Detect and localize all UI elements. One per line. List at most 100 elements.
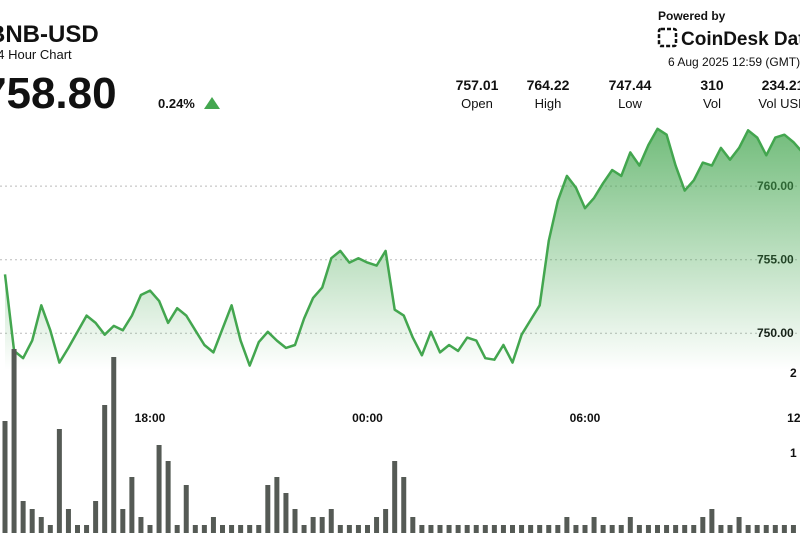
- brand: CoinDesk Data: [681, 29, 800, 50]
- volume-bar: [528, 525, 534, 533]
- volume-bar: [645, 525, 651, 533]
- x-tick-label: 12:00: [787, 411, 800, 425]
- volume-bar: [337, 525, 343, 533]
- up-arrow: [204, 97, 220, 109]
- volume-bar: [700, 517, 706, 533]
- stat-label: Open: [461, 96, 493, 111]
- volume-bar: [655, 525, 660, 533]
- volume-bar: [265, 485, 271, 533]
- volume-bar: [664, 525, 670, 533]
- volume-bar: [510, 525, 515, 533]
- volume-bar: [482, 525, 488, 533]
- stat-value: 234.21: [762, 77, 800, 93]
- stat-value: 764.22: [527, 77, 570, 93]
- volume-bar: [500, 525, 506, 533]
- volume-bar: [220, 525, 225, 533]
- area: [5, 128, 800, 370]
- y2-tick-label: 2: [790, 366, 797, 380]
- volume-bar: [229, 525, 235, 533]
- volume-bar: [120, 509, 126, 533]
- volume-bar: [138, 517, 144, 533]
- volume-bar: [102, 405, 108, 533]
- volume-bar: [627, 517, 633, 533]
- stat-label: Vol: [703, 96, 721, 111]
- volume-bar: [682, 525, 688, 533]
- timestamp: 6 Aug 2025 12:59 (GMT): [668, 55, 800, 69]
- change: 0.24%: [158, 96, 195, 111]
- volume-bar: [319, 517, 325, 533]
- volume-bar: [365, 525, 370, 533]
- volume-bar: [564, 517, 570, 533]
- volume-bar: [355, 525, 361, 533]
- volume-bar: [736, 517, 742, 533]
- volume-bar: [75, 525, 80, 533]
- volume-bar: [147, 525, 153, 533]
- volume-bar: [591, 517, 597, 533]
- volume-bar: [165, 461, 171, 533]
- y2-tick-label: 1: [790, 446, 797, 460]
- volume-bar: [93, 501, 99, 533]
- stat-value: 757.01: [456, 77, 499, 93]
- volume-bar: [274, 477, 280, 533]
- volume-bar: [38, 517, 44, 533]
- volume-bar: [582, 525, 588, 533]
- volume-bar: [20, 501, 26, 533]
- volume-bar: [600, 525, 606, 533]
- volume-bar: [374, 517, 380, 533]
- volume-bar: [618, 525, 624, 533]
- volume-bar: [256, 525, 262, 533]
- volume-bar: [718, 525, 724, 533]
- volume-bar: [383, 509, 389, 533]
- volume-bar: [47, 525, 53, 533]
- volume-bar: [174, 525, 180, 533]
- volume-bar: [247, 525, 253, 533]
- volume-bar: [84, 525, 90, 533]
- volume-bar: [201, 525, 207, 533]
- volume-bar: [419, 525, 425, 533]
- volume-bar: [537, 525, 543, 533]
- stat-value: 747.44: [609, 77, 652, 93]
- volume-bar: [446, 525, 452, 533]
- volume-bar: [292, 509, 298, 533]
- volume-bar: [573, 525, 579, 533]
- volume-bar: [56, 429, 62, 533]
- title: BNB-USD: [0, 21, 99, 48]
- volume-bar: [111, 357, 117, 533]
- stats: 757.01 Open 764.22 High 747.44 Low 310 Vol 234.2…: [456, 77, 800, 111]
- volume-bar: [410, 517, 416, 533]
- volume-bar: [183, 485, 189, 533]
- volume-bar: [65, 509, 71, 533]
- powered-by: Powered by: [658, 9, 726, 23]
- volume-bar: [491, 525, 497, 533]
- volume-bar: [754, 525, 760, 533]
- volume-bar: [609, 525, 615, 533]
- volume-bar: [473, 525, 479, 533]
- volume-bar: [283, 493, 289, 533]
- volume-bar: [519, 525, 525, 533]
- volume-bar: [192, 525, 198, 533]
- volume-bar: [401, 477, 407, 533]
- volume-bar: [428, 525, 434, 533]
- volume-bar: [745, 525, 751, 533]
- volume-bar: [328, 509, 334, 533]
- stat-label: Vol USD: [758, 96, 800, 111]
- volume-bar: [464, 525, 470, 533]
- volume-bar: [392, 461, 398, 533]
- stat-value: 310: [700, 77, 724, 93]
- volume-bar: [772, 525, 778, 533]
- volume-bar: [763, 525, 769, 533]
- volume-bar: [727, 525, 733, 533]
- volume-bar: [709, 509, 715, 533]
- subtitle: 24 Hour Chart: [0, 47, 72, 62]
- volume-bar: [2, 421, 8, 533]
- volume-bar: [156, 445, 162, 533]
- brand-icon: [657, 27, 678, 48]
- volume-bar: [310, 517, 316, 533]
- volume-bar: [691, 525, 697, 533]
- volume-bar: [555, 525, 561, 533]
- volume-bar: [790, 525, 796, 533]
- stat-label: Low: [618, 96, 642, 111]
